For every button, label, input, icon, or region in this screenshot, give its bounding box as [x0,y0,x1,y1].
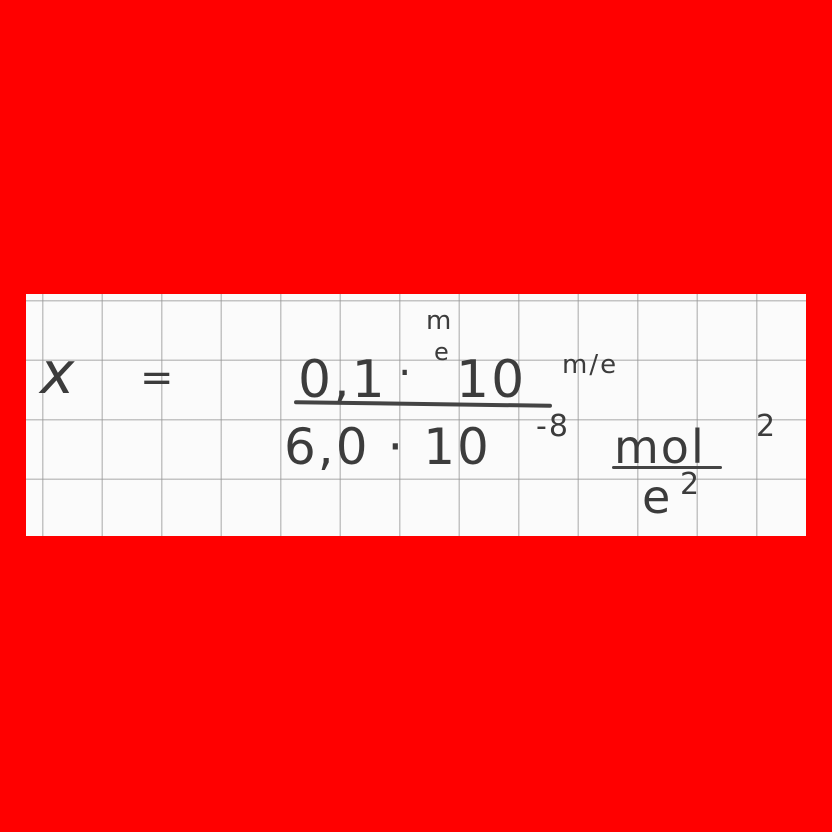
denominator-exponent: -8 [536,409,570,444]
grid-paper-scrap: x = 0,1 · m e 10 m/e 6,0 · 10 -8 mol 2 e… [26,294,806,536]
unit-denominator-exponent: 2 [680,467,702,502]
numerator-unit-bottom: e [434,338,451,366]
numerator-dot: · [398,348,414,397]
unit-numerator: mol [614,420,706,474]
denominator-value: 6,0 · 10 [284,418,491,476]
unit-denominator: e [642,470,673,524]
numerator-coefficient: 0,1 [298,350,387,410]
numerator-unit-top: m [426,306,454,336]
lhs-variable: x [40,339,77,407]
equals-sign: = [140,355,176,401]
unit-fraction-bar [612,466,722,469]
numerator-value: 10 [456,350,527,410]
unit-numerator-exponent: 2 [756,409,778,444]
numerator-unit-2: m/e [562,350,619,380]
